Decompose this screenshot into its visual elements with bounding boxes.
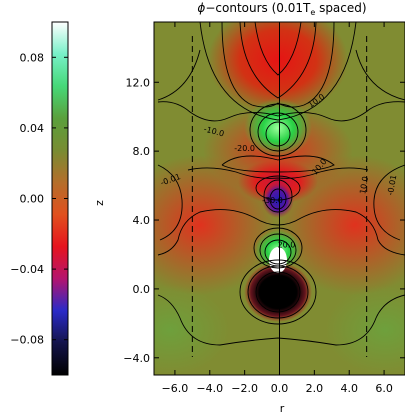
- contour-label: -30.0: [262, 196, 283, 205]
- lower-right-green: [325, 285, 405, 375]
- contour-line: [255, 271, 301, 313]
- x-tick-label: −2.0: [231, 382, 258, 395]
- y-axis-label: z: [93, 200, 106, 206]
- contour-line: [221, 22, 335, 108]
- contour-line: [239, 22, 317, 99]
- contour-line: [247, 265, 309, 319]
- x-tick-label: 6.0: [375, 382, 393, 395]
- colorbar-tick-label: 0.08: [20, 51, 45, 64]
- contour-line: [157, 101, 405, 122]
- y-tick-label: −4.0: [123, 352, 150, 365]
- x-axis-label: r: [280, 402, 285, 415]
- x-tick-label: 4.0: [340, 382, 358, 395]
- contour-line: [253, 227, 303, 269]
- x-tick-label: 2.0: [306, 382, 324, 395]
- contour-line: [157, 209, 405, 256]
- x-tick-label: −4.0: [196, 382, 223, 395]
- colorbar-tick-label: 0.00: [20, 193, 45, 206]
- y-tick-label: 12.0: [126, 76, 151, 89]
- x-tick-label: 0.0: [271, 382, 289, 395]
- contour-label: -20.0: [234, 144, 255, 153]
- contour-label: -0.01: [386, 174, 398, 196]
- contour-line: [254, 22, 302, 76]
- colorbar-ticks: 0.08 0.04 0.00 −0.04 −0.08: [10, 51, 68, 347]
- contour-line: [265, 121, 291, 147]
- reference-lines: [191, 22, 368, 375]
- contour-line: [157, 164, 183, 241]
- contour-line: [257, 112, 299, 152]
- contour-line: [373, 164, 405, 241]
- y-tick-label: 8.0: [133, 145, 151, 158]
- contour-label: 10.0: [358, 176, 370, 195]
- contour-line: [264, 239, 292, 265]
- chart-title: ϕ−contours (0.01Te spaced): [197, 1, 366, 17]
- contour-line: [221, 155, 335, 173]
- colorbar-tick-label: −0.08: [10, 334, 44, 347]
- contour-line: [263, 179, 293, 213]
- x-tick-label: −6.0: [162, 382, 189, 395]
- contour-line: [157, 49, 201, 101]
- contour-lines: [157, 22, 405, 346]
- contour-line: [269, 188, 287, 210]
- x-axis: −6.0 −4.0 −2.0 0.0 2.0 4.0 6.0: [162, 22, 393, 395]
- y-axis: −4.0 0.0 4.0 8.0 12.0: [123, 76, 405, 365]
- contour-line: [157, 294, 405, 346]
- colorbar-tick-label: 0.04: [20, 122, 45, 135]
- contour-line: [199, 22, 357, 121]
- contour-line: [187, 167, 369, 179]
- contour-line: [249, 103, 307, 157]
- contour-line: [355, 49, 405, 101]
- y-tick-label: 0.0: [133, 283, 151, 296]
- y-tick-label: 4.0: [133, 214, 151, 227]
- contour-label: 20.0: [278, 241, 296, 250]
- colorbar-tick-label: −0.04: [10, 263, 44, 276]
- black-minimum: [244, 262, 312, 322]
- contour-line: [239, 259, 317, 325]
- contour-line: [255, 175, 301, 201]
